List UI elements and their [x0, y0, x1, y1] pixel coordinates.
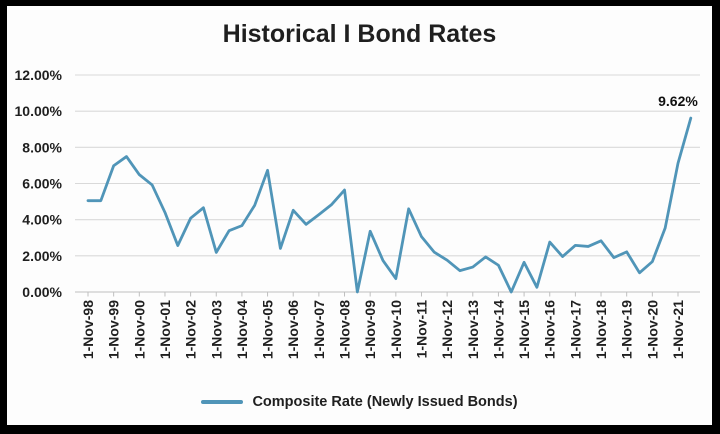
chart-frame: 12.00% 10.00% 8.00% 6.00% 4.00% 2.00% 0.00% 1-N… — [7, 6, 712, 425]
y-tick-label: 4.00% — [22, 212, 62, 228]
y-tick-label: 2.00% — [22, 248, 62, 264]
y-tick-label: 0.00% — [22, 284, 62, 300]
x-tick-label: 1-Nov-10 — [388, 300, 404, 359]
x-tick-label: 1-Nov-16 — [542, 300, 558, 359]
x-tick-label: 1-Nov-21 — [670, 300, 686, 359]
x-tick-label: 1-Nov-02 — [183, 300, 199, 359]
x-tick-label: 1-Nov-14 — [490, 300, 506, 359]
x-tick-label: 1-Nov-20 — [644, 300, 660, 359]
legend-line-sample — [201, 400, 244, 404]
x-tick-label: 1-Nov-07 — [311, 300, 327, 359]
x-tick-label: 1-Nov-11 — [413, 300, 429, 359]
x-tick-label: 1-Nov-13 — [465, 300, 481, 359]
x-tick-label: 1-Nov-06 — [285, 300, 301, 359]
legend-label: Composite Rate (Newly Issued Bonds) — [252, 394, 518, 410]
x-tick-label: 1-Nov-17 — [567, 300, 583, 359]
y-tick-label: 10.00% — [15, 103, 63, 119]
y-tick-label: 6.00% — [22, 176, 62, 192]
x-tick-label: 1-Nov-18 — [593, 300, 609, 359]
x-tick-label: 1-Nov-03 — [208, 300, 224, 359]
plot-area: 12.00% 10.00% 8.00% 6.00% 4.00% 2.00% 0.00% 1-N… — [15, 67, 700, 359]
y-tick-label: 12.00% — [15, 67, 63, 83]
x-tick-label: 1-Nov-00 — [131, 300, 147, 359]
last-point-data-label: 9.62% — [658, 93, 698, 109]
x-tick-label: 1-Nov-19 — [619, 300, 635, 359]
y-tick-label: 8.00% — [22, 139, 62, 155]
x-tick-label: 1-Nov-98 — [80, 300, 96, 359]
x-tick-label: 1-Nov-08 — [337, 300, 353, 359]
x-tick-label: 1-Nov-01 — [157, 300, 173, 359]
chart-title: Historical I Bond Rates — [222, 20, 497, 48]
x-tick-label: 1-Nov-09 — [362, 300, 378, 359]
x-tick-label: 1-Nov-99 — [106, 300, 122, 359]
x-tick-label: 1-Nov-04 — [234, 300, 250, 359]
x-tick-label: 1-Nov-05 — [260, 300, 276, 359]
composite-rate-line — [86, 116, 693, 294]
legend: Composite Rate (Newly Issued Bonds) — [7, 393, 712, 411]
x-tick-label: 1-Nov-12 — [439, 300, 455, 359]
x-tick-label: 1-Nov-15 — [516, 300, 532, 359]
